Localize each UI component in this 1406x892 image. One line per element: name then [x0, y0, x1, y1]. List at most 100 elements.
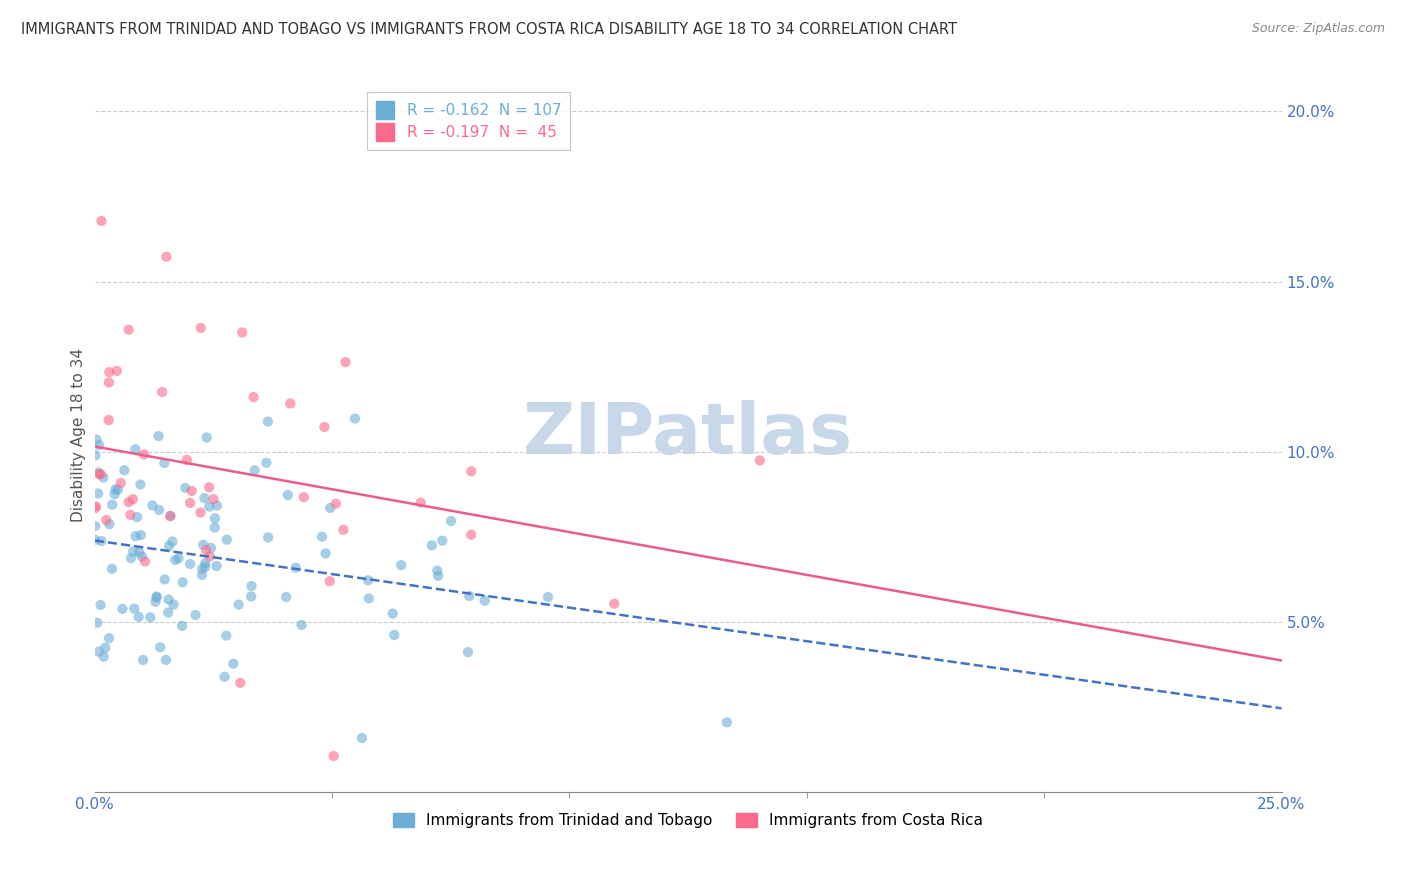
Point	[172, 575, 194, 590]
Point	[716, 715, 738, 730]
Point	[432, 533, 454, 548]
Point	[426, 564, 449, 578]
Text: Source: ZipAtlas.com: Source: ZipAtlas.com	[1251, 22, 1385, 36]
Point	[124, 529, 146, 543]
Point	[458, 589, 481, 603]
Point	[98, 631, 121, 645]
Point	[292, 490, 315, 504]
Point	[276, 590, 298, 604]
Point	[149, 640, 172, 655]
Point	[335, 355, 357, 369]
Point	[389, 558, 412, 573]
Point	[191, 562, 214, 576]
Point	[319, 574, 342, 589]
Point	[198, 480, 221, 494]
Point	[257, 530, 280, 544]
Point	[87, 645, 110, 659]
Point	[122, 492, 145, 507]
Point	[172, 619, 194, 633]
Point	[176, 453, 198, 467]
Point	[129, 528, 152, 542]
Point	[409, 496, 432, 510]
Y-axis label: Disability Age 18 to 34: Disability Age 18 to 34	[72, 348, 86, 522]
Point	[256, 415, 278, 429]
Text: ZIPatlas: ZIPatlas	[523, 401, 853, 469]
Point	[325, 497, 347, 511]
Point	[90, 598, 112, 612]
Point	[148, 503, 170, 517]
Point	[284, 560, 307, 574]
Point	[319, 500, 342, 515]
Point	[322, 749, 344, 764]
Point	[150, 384, 173, 399]
Point	[94, 640, 117, 655]
Point	[460, 527, 482, 541]
Point	[198, 549, 221, 564]
Point	[603, 597, 626, 611]
Legend: Immigrants from Trinidad and Tobago, Immigrants from Costa Rica: Immigrants from Trinidad and Tobago, Imm…	[387, 807, 990, 834]
Point	[98, 517, 121, 532]
Point	[205, 559, 228, 574]
Point	[118, 323, 141, 337]
Point	[84, 500, 107, 515]
Point	[134, 554, 156, 568]
Point	[198, 500, 221, 514]
Point	[157, 592, 180, 607]
Point	[357, 591, 380, 606]
Point	[104, 483, 127, 497]
Point	[184, 607, 207, 622]
Point	[200, 541, 222, 555]
Point	[122, 544, 145, 558]
Point	[86, 433, 108, 447]
Point	[87, 438, 110, 452]
Point	[87, 466, 110, 480]
Point	[254, 456, 277, 470]
Point	[167, 551, 190, 566]
Point	[132, 447, 155, 461]
Point	[89, 467, 111, 481]
Point	[101, 498, 124, 512]
Point	[159, 509, 181, 524]
Point	[179, 496, 201, 510]
Point	[214, 670, 236, 684]
Point	[165, 553, 187, 567]
Point	[204, 511, 226, 525]
Point	[350, 731, 373, 745]
Point	[457, 645, 479, 659]
Point	[194, 560, 217, 574]
Point	[381, 607, 404, 621]
Point	[204, 520, 226, 534]
Point	[195, 431, 218, 445]
Point	[159, 508, 181, 523]
Point	[343, 411, 366, 425]
Point	[194, 556, 217, 570]
Point	[460, 464, 482, 478]
Point	[120, 508, 142, 522]
Point	[86, 615, 108, 630]
Point	[145, 591, 167, 605]
Point	[107, 483, 129, 497]
Point	[194, 543, 217, 558]
Point	[145, 595, 167, 609]
Point	[193, 538, 215, 552]
Point	[84, 533, 107, 547]
Point	[222, 657, 245, 671]
Point	[193, 491, 215, 505]
Point	[278, 396, 301, 410]
Point	[180, 483, 202, 498]
Point	[110, 475, 132, 490]
Point	[153, 456, 176, 470]
Point	[162, 598, 184, 612]
Point	[131, 549, 153, 564]
Point	[190, 506, 212, 520]
Point	[190, 321, 212, 335]
Point	[474, 593, 496, 607]
Point	[240, 579, 263, 593]
Point	[191, 568, 214, 582]
Point	[129, 477, 152, 491]
Point	[314, 420, 336, 434]
Point	[141, 499, 163, 513]
Point	[98, 365, 121, 379]
Point	[537, 590, 560, 604]
Point	[202, 492, 225, 507]
